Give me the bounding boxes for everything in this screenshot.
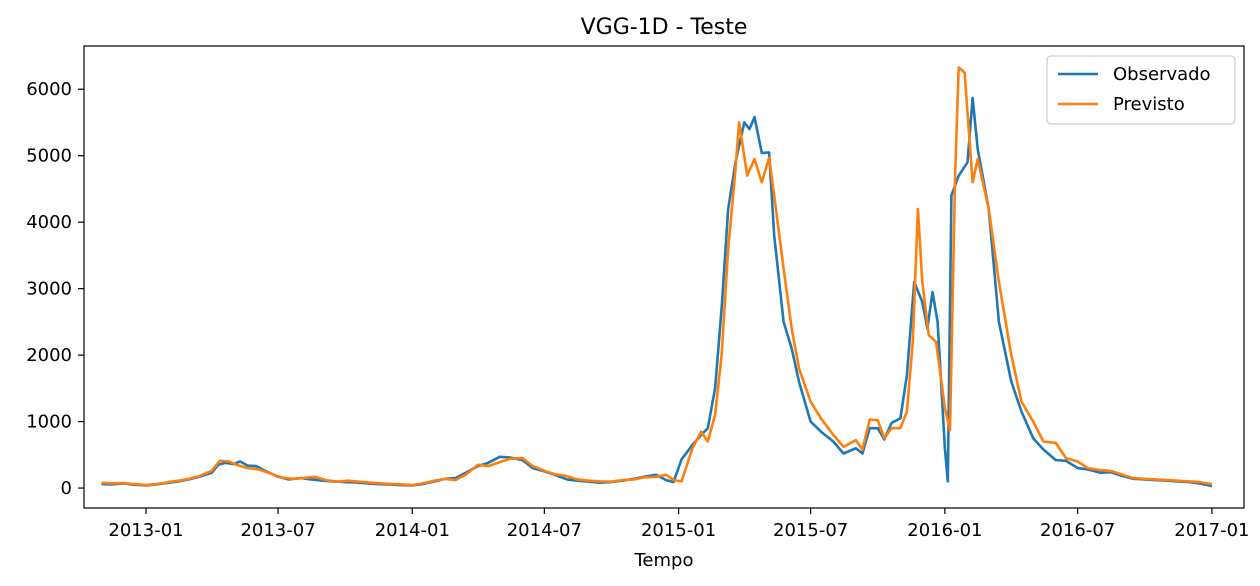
x-tick-label: 2016-07 xyxy=(1040,520,1115,541)
legend-label-previsto: Previsto xyxy=(1113,94,1185,115)
y-tick-label: 2000 xyxy=(26,345,72,366)
x-tick-label: 2013-07 xyxy=(240,520,315,541)
x-axis: 2013-01 2013-07 2014-01 2014-07 2015-01 2015-… xyxy=(108,508,1250,541)
y-axis: 0 1000 2000 3000 4000 5000 6000 xyxy=(26,79,84,499)
x-tick-label: 2015-01 xyxy=(641,520,716,541)
y-tick-label: 6000 xyxy=(26,79,72,100)
series-line-observado xyxy=(101,96,1213,488)
y-tick-label: 0 xyxy=(61,478,72,499)
y-tick-label: 1000 xyxy=(26,412,72,433)
x-tick-label: 2013-01 xyxy=(108,520,183,541)
chart-title: VGG-1D - Teste xyxy=(581,15,748,40)
y-tick-label: 5000 xyxy=(26,146,72,167)
x-tick-label: 2017-01 xyxy=(1174,520,1249,541)
series-line-previsto xyxy=(101,66,1213,487)
x-tick-label: 2016-01 xyxy=(907,520,982,541)
legend: Observado Previsto xyxy=(1046,55,1236,125)
plot-frame xyxy=(83,45,1245,509)
plot-lines xyxy=(101,66,1213,488)
y-tick-label: 4000 xyxy=(26,212,72,233)
x-tick-label: 2014-07 xyxy=(507,520,582,541)
x-tick-label: 2015-07 xyxy=(773,520,848,541)
x-axis-title: Tempo xyxy=(634,550,694,571)
y-tick-label: 3000 xyxy=(26,279,72,300)
x-tick-label: 2014-01 xyxy=(375,520,450,541)
legend-label-observado: Observado xyxy=(1113,64,1211,85)
